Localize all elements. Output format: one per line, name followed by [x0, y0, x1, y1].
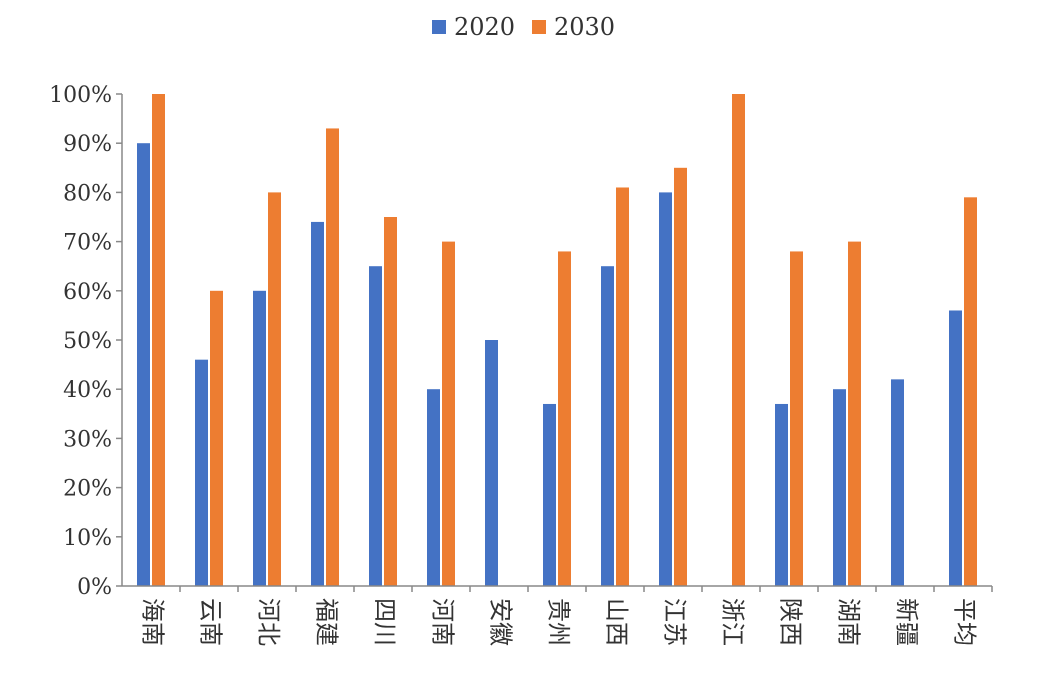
y-tick-label: 40% [63, 378, 112, 403]
bar-2020-9 [659, 192, 672, 586]
bar-2020-0 [137, 143, 150, 586]
x-category-label: 贵州 [545, 598, 573, 646]
bar-2020-11 [775, 403, 788, 586]
y-tick-label: 70% [63, 231, 112, 256]
x-category-label: 海南 [139, 598, 167, 646]
x-category-label: 湖南 [835, 598, 863, 646]
legend-label-2020: 2020 [454, 13, 515, 41]
x-category-label: 新疆 [893, 598, 921, 646]
bar-2030-12 [848, 241, 861, 586]
y-tick-label: 80% [63, 181, 112, 206]
bar-2020-13 [891, 379, 904, 586]
bar-2030-3 [326, 128, 339, 586]
bar-2030-11 [790, 251, 803, 586]
bar-2020-7 [543, 403, 556, 586]
x-category-label: 福建 [313, 598, 341, 646]
bar-2020-12 [833, 389, 846, 586]
x-category-label: 山西 [603, 598, 631, 646]
bars [137, 94, 977, 587]
bar-2030-9 [674, 167, 687, 587]
bar-2030-8 [616, 187, 629, 587]
bar-2020-4 [369, 266, 382, 586]
y-tick-label: 60% [63, 280, 112, 305]
y-tick-label: 20% [63, 477, 112, 502]
bar-2020-14 [949, 310, 962, 586]
bar-2030-10 [732, 94, 745, 586]
bar-2030-0 [152, 94, 165, 586]
y-tick-label: 10% [63, 526, 112, 551]
bar-2020-1 [195, 359, 208, 586]
x-category-label: 河南 [429, 598, 457, 646]
y-tick-label: 100% [49, 83, 112, 108]
bar-2030-1 [210, 290, 223, 586]
y-tick-label: 50% [63, 329, 112, 354]
x-category-label: 陕西 [777, 598, 805, 646]
x-category-label: 安徽 [487, 598, 515, 646]
x-category-label: 浙江 [719, 598, 747, 646]
bar-2030-4 [384, 217, 397, 586]
legend-label-2030: 2030 [554, 13, 615, 41]
legend-swatch-2020 [432, 20, 446, 34]
legend: 2020 2030 [432, 13, 615, 41]
y-tick-label: 90% [63, 132, 112, 157]
x-category-label: 平均 [951, 598, 979, 646]
bar-2020-8 [601, 266, 614, 586]
x-category-label: 江苏 [661, 598, 689, 646]
bar-2030-2 [268, 192, 281, 586]
bar-2030-5 [442, 241, 455, 586]
x-axis: 海南 云南 河北 福建 四川 河南 安徽 贵州 山西 江苏 浙江 陕西 湖南 新疆 平均 [122, 585, 993, 646]
x-category-label: 四川 [371, 598, 399, 646]
y-tick-label: 30% [63, 427, 112, 452]
bar-2030-7 [558, 251, 571, 586]
bar-2020-3 [311, 221, 324, 587]
y-axis: 0% 10% 20% 30% 40% 50% 60% 70% 80% 90% 100% [49, 83, 123, 600]
y-tick-label: 0% [77, 575, 112, 600]
x-category-label: 云南 [197, 598, 225, 646]
x-category-label: 河北 [255, 598, 283, 646]
bar-2030-14 [964, 197, 977, 586]
bar-2020-5 [427, 389, 440, 586]
bar-2020-6 [485, 340, 498, 586]
legend-swatch-2030 [532, 20, 546, 34]
bar-2020-2 [253, 290, 266, 586]
